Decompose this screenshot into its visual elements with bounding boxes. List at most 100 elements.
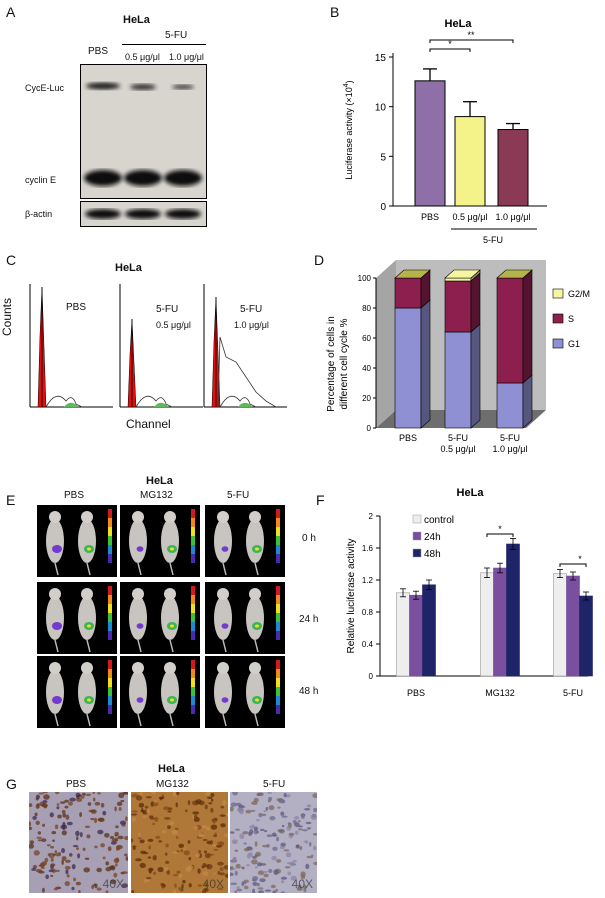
mouse-body [46, 519, 64, 563]
ihc-cell [235, 863, 241, 869]
mouse-tail [137, 713, 142, 727]
ihc-cell [50, 845, 54, 849]
ihc-cell [174, 827, 179, 831]
ihc-cell [154, 816, 159, 823]
mouse-head [217, 662, 229, 674]
ihc-cell [303, 884, 307, 890]
ihc-col-pbs: PBS [66, 779, 87, 790]
mouse-body [161, 519, 179, 563]
ihc-cell [148, 868, 152, 874]
imaging-scale-bar [191, 669, 195, 678]
ihc-cell [220, 805, 225, 809]
chart-d-ylabel: different cell cycle % [339, 318, 350, 409]
ihc-cell [171, 851, 179, 854]
ihc-cell [283, 792, 287, 798]
chart-b-xtick-label: 1.0 μg/μl [496, 212, 531, 222]
ihc-cell [305, 863, 310, 870]
ihc-cell [87, 802, 92, 806]
chart-b-bar [414, 80, 446, 207]
ihc-cell [44, 857, 49, 863]
imaging-scale-bar [276, 669, 280, 678]
ihc-cell [275, 836, 280, 842]
ihc-cell [37, 831, 42, 835]
chart-b-xtick-label: 0.5 μg/μl [453, 212, 488, 222]
ihc-cell [162, 867, 169, 872]
ihc-cell [194, 853, 201, 858]
chart-f-bar [566, 575, 580, 677]
ihc-cell [116, 801, 123, 807]
panel-c-ylabel: Counts [0, 297, 14, 336]
ihc-cell [296, 886, 303, 891]
imaging-scale-bar [191, 696, 195, 705]
ihc-magnification-label: 40X [103, 877, 124, 891]
ihc-cell [49, 812, 54, 818]
ihc-image: 40X [227, 790, 319, 896]
ihc-cell [164, 817, 171, 820]
panel-c-letter: C [6, 252, 17, 268]
mouse-tail [222, 713, 227, 727]
ihc-cell [212, 872, 216, 875]
chart-d-xtick-label: 5-FU [500, 433, 520, 443]
ihc-cell [225, 812, 230, 816]
ihc-cell [28, 803, 33, 808]
ihc-cell [109, 836, 115, 839]
ihc-cell [93, 797, 96, 802]
flow-s-curve [217, 336, 277, 408]
flow-sub-10: 1.0 μg/μl [234, 320, 269, 330]
ihc-cell [76, 836, 79, 841]
chart-d-bar-segment [496, 277, 524, 384]
flow-label-05: 5-FU [156, 304, 179, 315]
luciferase-signal [221, 697, 229, 703]
chart-d-ytick-label: 20 [362, 394, 371, 403]
ihc-cell [114, 806, 117, 812]
ihc-cell [212, 818, 216, 824]
ihc-cell [61, 830, 67, 836]
ihc-cell [205, 791, 211, 796]
panel-g-letter: G [6, 776, 17, 792]
mouse-head [132, 511, 144, 523]
ihc-cell [202, 871, 209, 877]
ihc-cell [276, 798, 283, 802]
ihc-cell [210, 824, 218, 830]
ihc-image: 40X [27, 789, 131, 894]
ihc-cell [91, 884, 95, 889]
chart-d-bar-top [444, 269, 481, 279]
ihc-cell [118, 792, 125, 799]
ihc-image: 40X [129, 790, 231, 895]
chart-f-sig-label: * [578, 554, 582, 564]
ihc-cell [243, 842, 247, 845]
ihc-cell [149, 817, 156, 820]
ihc-cell [176, 790, 180, 796]
ihc-cell [124, 853, 128, 857]
chart-d-bar-segment [444, 280, 472, 333]
imaging-scale-bar [276, 705, 280, 714]
ihc-cell [161, 830, 167, 834]
ihc-cell [234, 890, 237, 894]
ihc-cell [195, 799, 203, 805]
ihc-cell [102, 856, 106, 860]
ihc-cell [241, 880, 247, 885]
mouse-body [161, 596, 179, 640]
flow-s-curve [45, 395, 83, 408]
chart-d-ytick-label: 100 [358, 274, 372, 283]
ihc-cell [284, 866, 291, 869]
ihc-cell [297, 820, 301, 823]
ihc-cell [33, 850, 40, 856]
ihc-cell [155, 835, 161, 839]
luciferase-signal [136, 546, 144, 552]
ihc-cell [263, 873, 269, 878]
ihc-cell [146, 808, 151, 814]
chart-d-legend-label: G1 [568, 339, 580, 349]
ihc-cell [147, 856, 152, 859]
imaging-scale-bar [108, 527, 112, 536]
ihc-cell [299, 845, 303, 851]
ihc-cell [273, 869, 279, 875]
ihc-cell [166, 869, 170, 875]
imaging-scale-bar [191, 604, 195, 613]
ihc-cell [231, 857, 237, 863]
ihc-cell [83, 867, 91, 873]
ihc-cell [32, 815, 37, 820]
ihc-cell [64, 865, 71, 870]
chart-d-cell-cycle: HeLa020406080100Percentage of cells indi… [326, 260, 590, 454]
ihc-cell [211, 843, 217, 847]
